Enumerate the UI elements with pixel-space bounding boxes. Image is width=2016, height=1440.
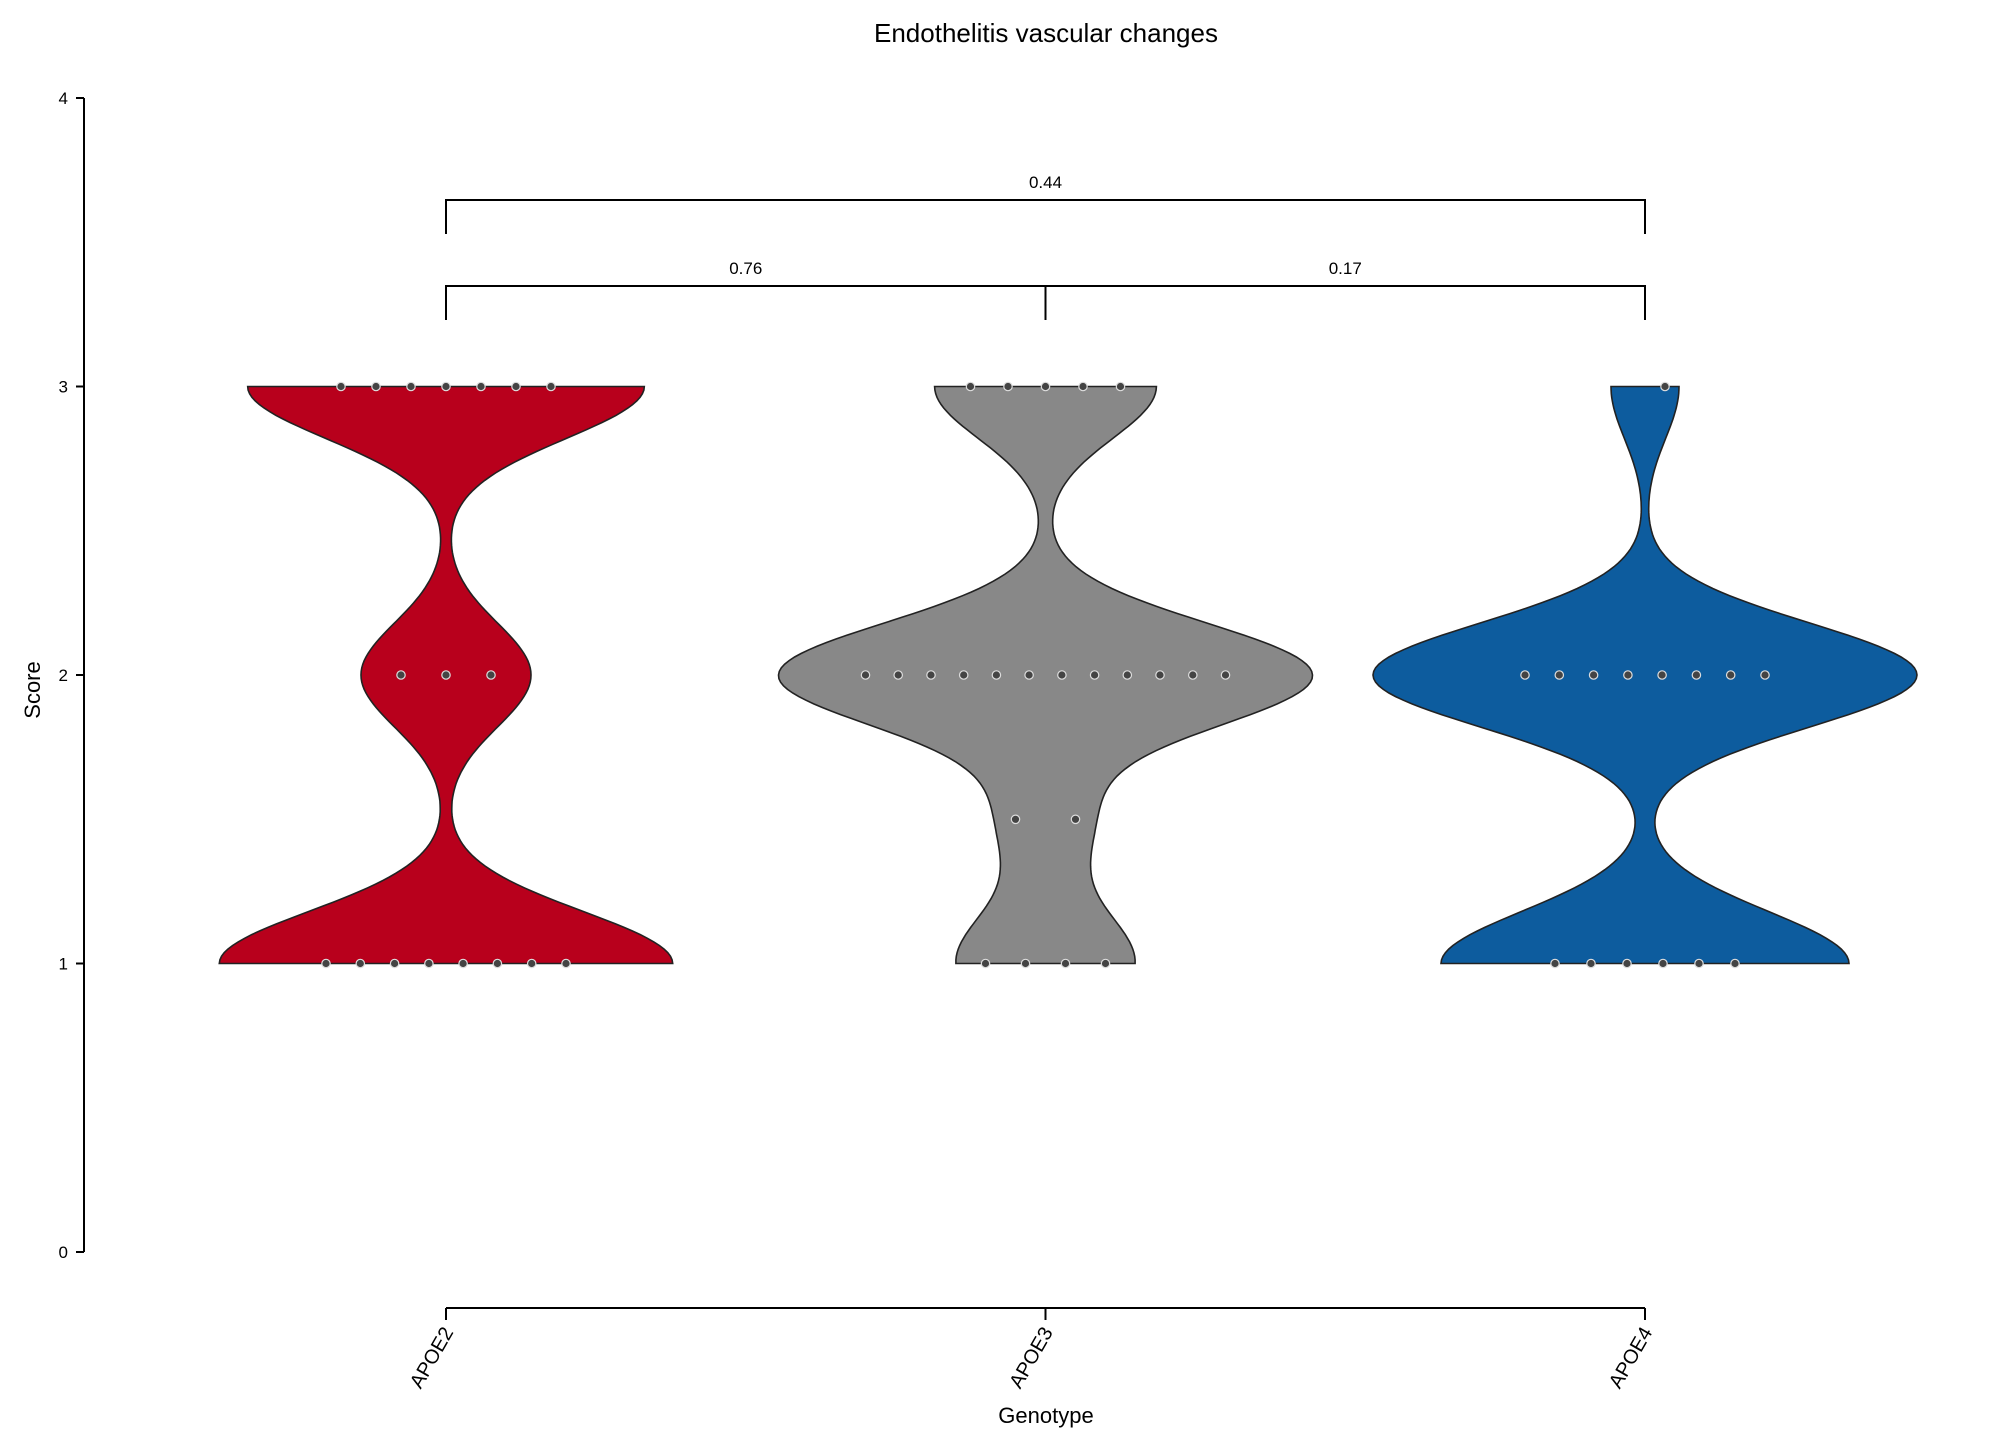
data-point (1100, 958, 1111, 969)
data-point (492, 958, 503, 969)
comparison-bracket (1044, 285, 1646, 320)
comparison-bracket (445, 285, 1047, 320)
data-point (476, 381, 486, 392)
x-axis: APOE2 APOE3 APOE4 (406, 1307, 1657, 1393)
data-point (355, 958, 366, 969)
data-point (1622, 958, 1632, 969)
chart-title: Endothelitis vascular changes (874, 18, 1218, 48)
data-point (1550, 958, 1560, 969)
data-point (1188, 670, 1198, 680)
violin-apoe4 (1372, 385, 1918, 965)
data-point (441, 670, 451, 680)
data-point (926, 670, 936, 680)
data-point (546, 381, 556, 392)
data-point (1060, 958, 1071, 969)
y-tick-label: 1 (59, 955, 68, 974)
data-point (526, 958, 537, 969)
data-point (893, 670, 903, 680)
data-point (1089, 670, 1100, 680)
data-point (958, 670, 969, 680)
data-point (1155, 670, 1165, 680)
data-point (486, 670, 496, 680)
y-tick-label: 4 (59, 89, 68, 108)
data-point (511, 381, 521, 392)
y-axis: 0 1 2 3 4 (59, 89, 85, 1262)
data-point (980, 958, 991, 969)
data-point (965, 381, 976, 392)
data-point (561, 958, 571, 969)
data-point (1623, 670, 1633, 680)
data-point (1040, 381, 1051, 392)
y-tick-label: 3 (59, 378, 68, 397)
data-point (1588, 670, 1599, 680)
data-point (1657, 670, 1667, 680)
data-point (1024, 670, 1034, 680)
data-point (441, 381, 451, 392)
p-value-label: 0.44 (1029, 173, 1062, 192)
x-tick-label-apoe2: APOE2 (406, 1324, 458, 1393)
data-point (1115, 381, 1126, 392)
data-point (1725, 670, 1736, 680)
x-tick-label-apoe4: APOE4 (1605, 1324, 1657, 1393)
data-point (1003, 381, 1013, 392)
data-point (1658, 958, 1668, 969)
data-point (1730, 958, 1740, 969)
data-point (321, 958, 331, 969)
data-point (336, 381, 346, 392)
x-axis-title: Genotype (998, 1403, 1093, 1428)
y-tick-label: 0 (59, 1243, 68, 1262)
data-point (1057, 670, 1067, 680)
data-point (458, 958, 468, 969)
data-point (1660, 381, 1670, 392)
data-point (1760, 670, 1770, 680)
violin-apoe3 (777, 385, 1314, 965)
data-point (1694, 958, 1704, 969)
data-point (396, 670, 406, 680)
data-point (1070, 814, 1081, 825)
x-tick-label-apoe3: APOE3 (1005, 1324, 1057, 1393)
data-point (1520, 670, 1530, 680)
comparison-brackets: 0.76 0.17 0.44 (445, 173, 1646, 320)
data-point (860, 670, 871, 680)
data-point (1010, 814, 1021, 825)
data-point (1220, 670, 1231, 680)
data-point (1020, 958, 1031, 969)
data-point (1078, 381, 1088, 392)
data-point (1122, 670, 1133, 680)
data-points (321, 381, 1770, 969)
data-point (406, 381, 416, 392)
p-value-label: 0.76 (729, 259, 762, 278)
y-axis-title: Score (20, 661, 45, 718)
data-point (389, 958, 400, 969)
data-point (991, 670, 1002, 680)
data-point (1586, 958, 1596, 969)
data-point (1691, 670, 1702, 680)
y-tick-label: 2 (59, 666, 68, 685)
data-point (424, 958, 434, 969)
comparison-bracket (445, 199, 1646, 234)
data-point (371, 381, 381, 392)
p-value-label: 0.17 (1329, 259, 1362, 278)
data-point (1554, 670, 1565, 680)
